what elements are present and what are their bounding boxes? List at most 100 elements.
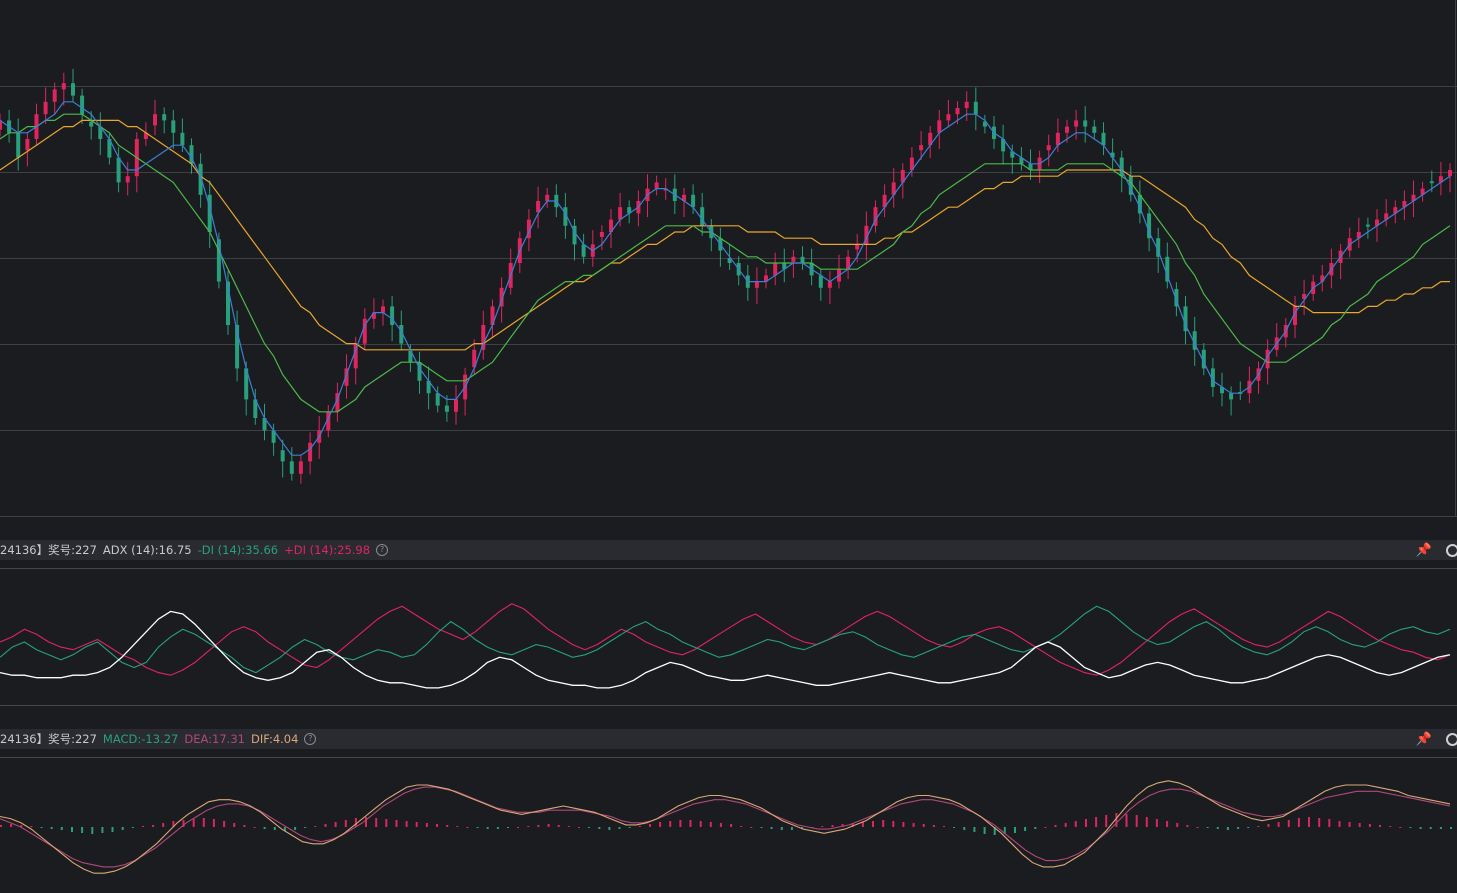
macd-bar xyxy=(91,827,94,834)
candle-body xyxy=(98,126,103,139)
macd-bar xyxy=(669,821,672,827)
candle-body xyxy=(1429,181,1434,184)
candle-body xyxy=(216,239,221,282)
adx-issue-prefix: 24136】奖号: xyxy=(0,543,75,557)
dea-label: DEA: xyxy=(184,732,213,746)
help-icon[interactable]: ? xyxy=(376,544,389,556)
macd-bar xyxy=(101,827,104,833)
macd-bar xyxy=(679,820,682,827)
price-chart[interactable] xyxy=(0,0,1457,540)
macd-bar xyxy=(0,825,2,827)
macd-bar xyxy=(1379,825,1381,827)
help-icon[interactable]: ? xyxy=(304,733,317,745)
macd-bar xyxy=(385,819,388,827)
candle-body xyxy=(408,351,413,363)
macd-bar xyxy=(953,827,956,828)
plus-di-label: +DI (14): xyxy=(284,543,338,557)
candle-body xyxy=(1019,157,1024,164)
candle-body xyxy=(444,405,449,412)
macd-bar xyxy=(861,822,864,827)
macd-bar xyxy=(1257,826,1260,827)
adx-legend-bar: 24136】奖号: 227 ADX (14): 16.75 -DI (14): … xyxy=(0,540,1457,560)
adx-chart[interactable] xyxy=(0,568,1457,708)
pin-icon[interactable]: 📌 xyxy=(1415,542,1432,558)
macd-bar xyxy=(192,819,195,827)
candle-body xyxy=(827,281,832,288)
macd-bar xyxy=(993,827,996,835)
candle-body xyxy=(226,281,230,325)
candle-body xyxy=(180,132,185,146)
macd-bar xyxy=(730,824,733,827)
macd-bar xyxy=(1409,827,1412,828)
macd-bar xyxy=(598,827,601,829)
candle-body xyxy=(682,194,686,201)
macd-bar xyxy=(760,827,763,828)
macd-bar xyxy=(304,827,307,828)
macd-bar xyxy=(912,823,915,827)
candle-body xyxy=(399,325,404,344)
candle-body xyxy=(982,121,987,127)
macd-bar xyxy=(872,821,874,827)
candle-body xyxy=(882,194,887,208)
candle-body xyxy=(526,219,531,239)
candle-body xyxy=(1046,145,1051,151)
macd-bar xyxy=(446,825,449,827)
macd-bar xyxy=(922,824,925,827)
macd-bar xyxy=(517,827,520,828)
macd-bar xyxy=(1389,826,1392,827)
candle-body xyxy=(1183,306,1188,332)
candle-body xyxy=(1192,331,1197,350)
minus-di-line xyxy=(0,605,1451,674)
candle-body xyxy=(1028,163,1033,170)
candle-body xyxy=(16,132,21,158)
macd-bar xyxy=(1125,814,1128,827)
gear-icon[interactable] xyxy=(1446,543,1457,557)
macd-bar xyxy=(476,827,479,828)
candle-body xyxy=(572,225,577,245)
adx-value: 16.75 xyxy=(158,543,192,557)
candle-body xyxy=(782,263,787,270)
macd-bar xyxy=(1003,827,1006,834)
macd-bar xyxy=(294,827,297,830)
macd-bar xyxy=(162,823,165,827)
candle-body xyxy=(581,244,586,257)
macd-bar xyxy=(1318,818,1321,827)
candle-body xyxy=(125,176,130,183)
macd-bar xyxy=(1034,827,1037,829)
candle-body xyxy=(1438,176,1443,183)
macd-bar xyxy=(60,827,63,830)
macd-bar xyxy=(1166,821,1169,827)
macd-chart[interactable] xyxy=(0,757,1457,893)
candle-body xyxy=(472,349,477,368)
macd-bar xyxy=(283,827,286,831)
macd-bar xyxy=(142,826,144,827)
macd-bar xyxy=(71,827,73,832)
macd-issue-value: 227 xyxy=(74,732,97,746)
macd-bar xyxy=(395,820,398,827)
macd-bar xyxy=(1054,825,1057,827)
macd-bar xyxy=(375,818,378,827)
macd-bar xyxy=(750,827,753,828)
candle-body xyxy=(1402,201,1407,208)
macd-bar xyxy=(1206,827,1209,828)
macd-bar xyxy=(902,822,905,827)
candle-body xyxy=(454,399,458,412)
macd-bar xyxy=(81,827,84,833)
candle-body xyxy=(71,83,75,96)
candle-body xyxy=(599,232,604,237)
candle-body xyxy=(80,95,85,115)
gear-icon[interactable] xyxy=(1446,732,1457,746)
candle-body xyxy=(691,194,696,208)
macd-bar xyxy=(841,824,844,827)
macd-bar xyxy=(537,825,540,827)
candle-body xyxy=(536,201,541,213)
macd-bar xyxy=(892,821,895,827)
candle-body xyxy=(262,418,267,431)
candle-body xyxy=(43,101,48,115)
candle-body xyxy=(1074,120,1079,127)
macd-bar xyxy=(1196,827,1199,828)
pin-icon[interactable]: 📌 xyxy=(1415,731,1432,747)
macd-bar xyxy=(608,827,611,830)
candle-body xyxy=(618,207,623,220)
macd-bar xyxy=(963,827,966,830)
